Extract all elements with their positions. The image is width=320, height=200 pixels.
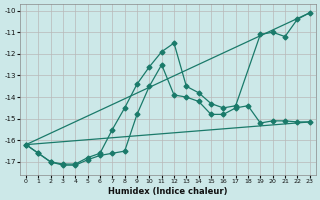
X-axis label: Humidex (Indice chaleur): Humidex (Indice chaleur) — [108, 187, 228, 196]
